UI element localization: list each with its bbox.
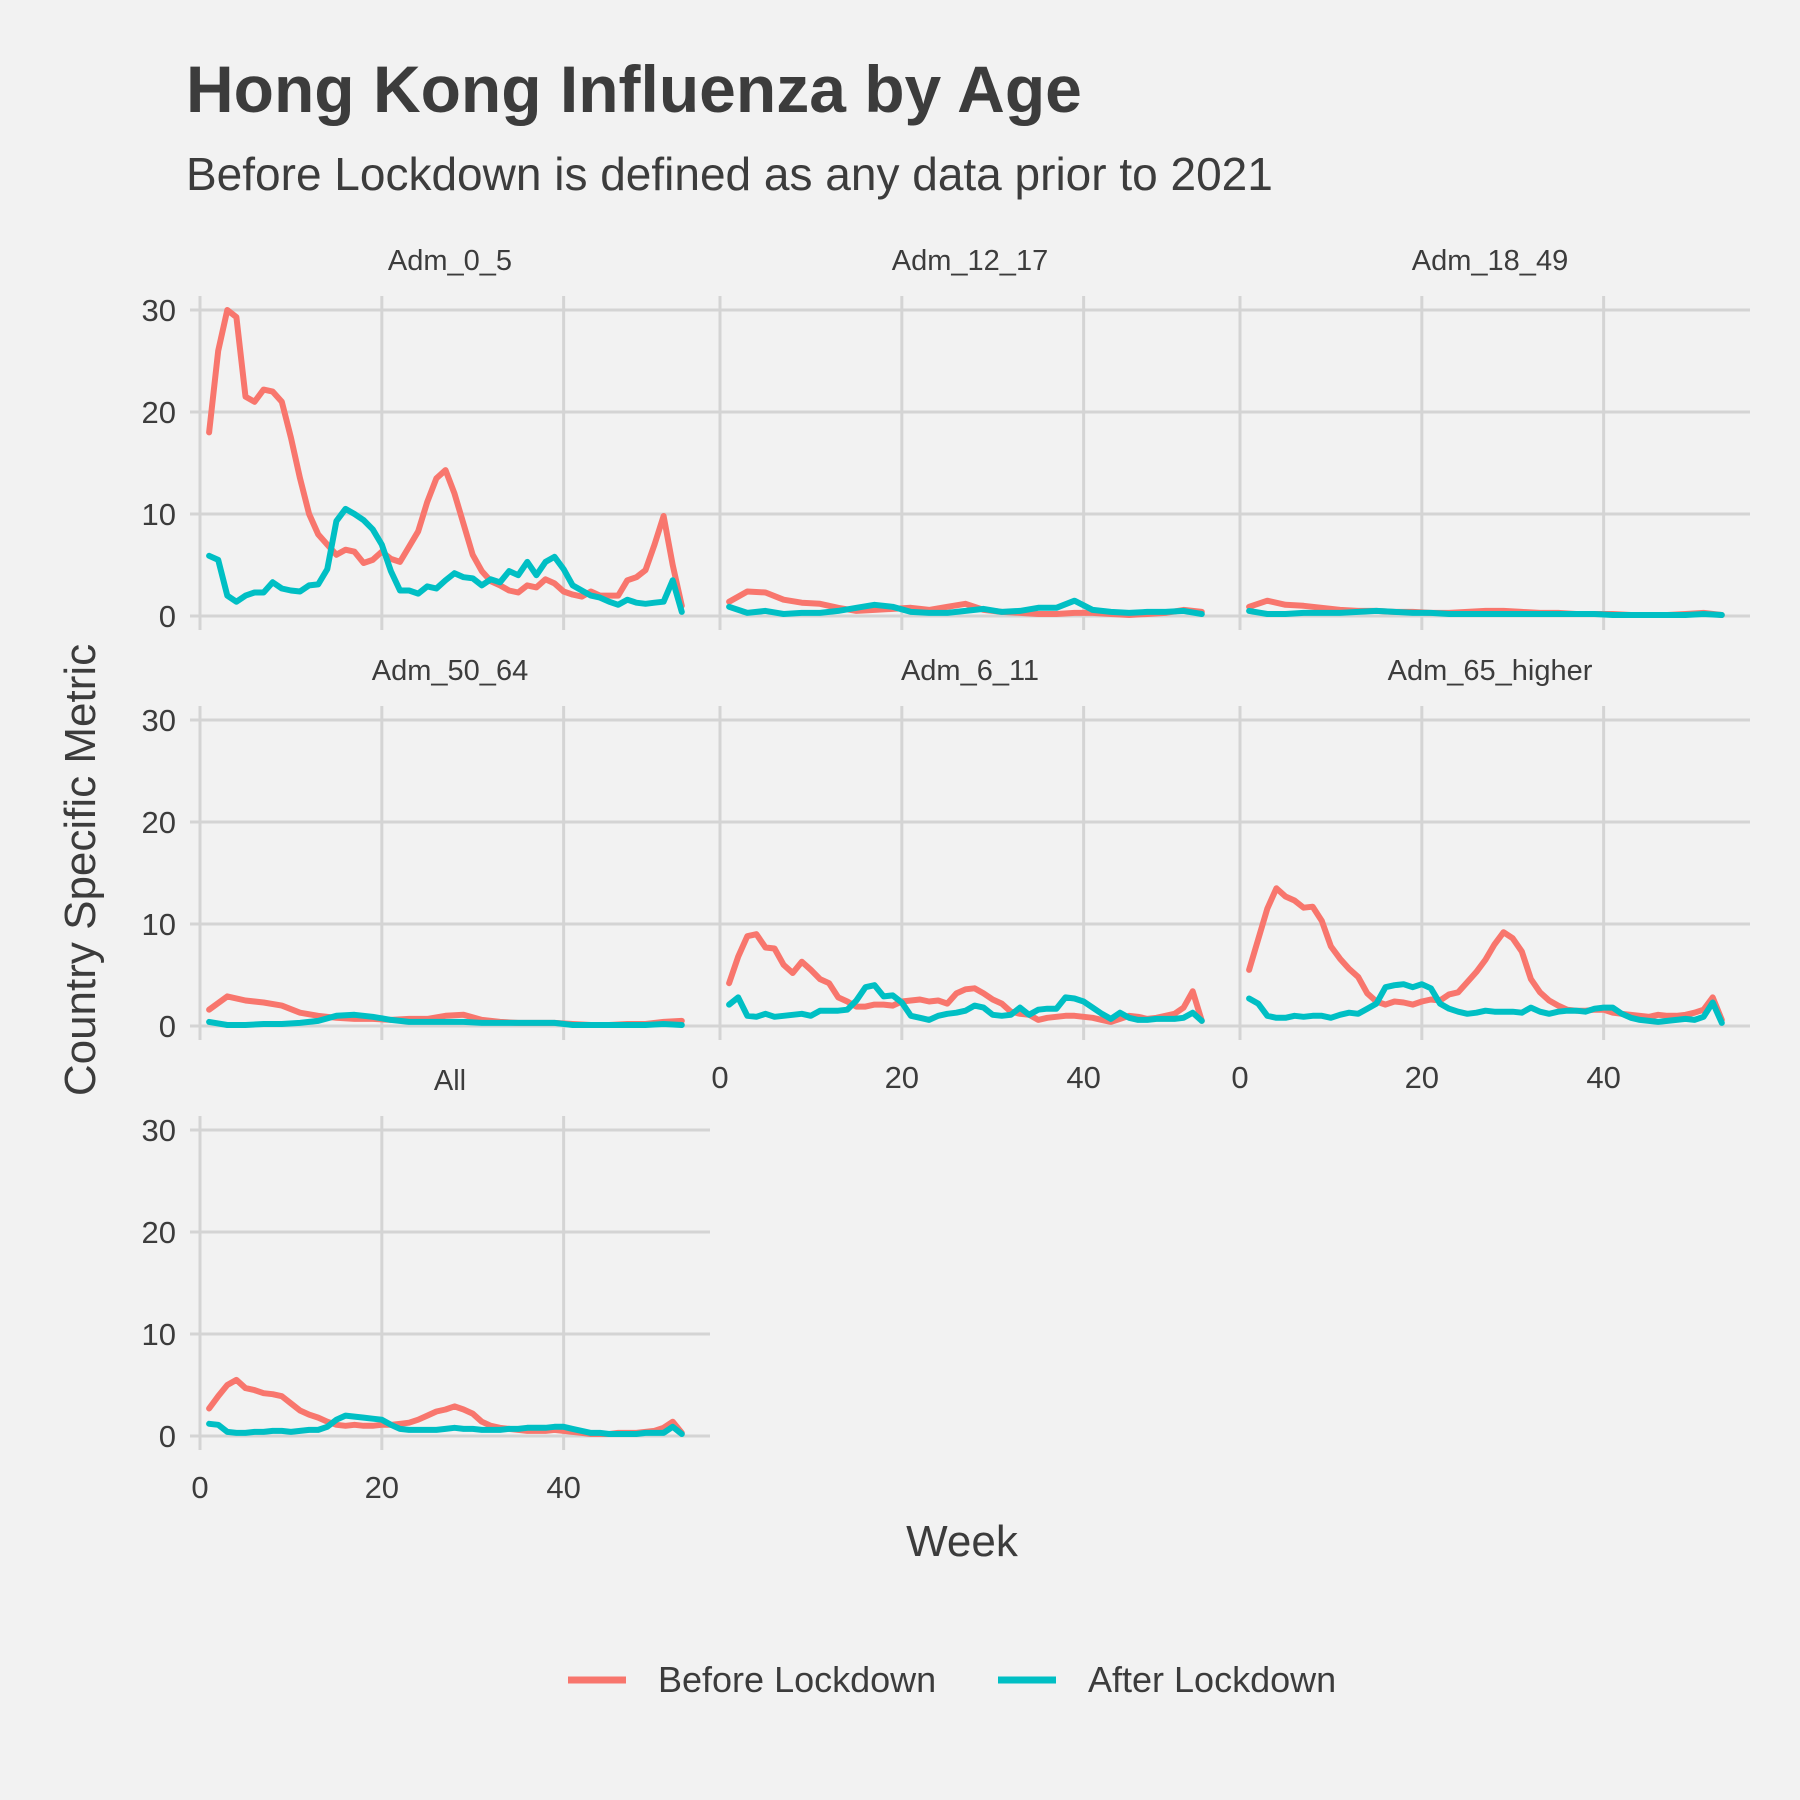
panel-strip-label: Adm_18_49 — [1412, 245, 1568, 277]
legend-item-after-lockdown: After Lockdown — [998, 1659, 1336, 1700]
y-tick-label: 30 — [142, 1113, 176, 1148]
panel-strip-label: Adm_6_11 — [901, 655, 1039, 687]
y-tick-label: 10 — [142, 1317, 176, 1352]
x-tick-label: 20 — [885, 1060, 919, 1095]
legend-label: After Lockdown — [1088, 1659, 1336, 1700]
x-tick-label: 0 — [711, 1060, 728, 1095]
series-after-lockdown — [1246, 981, 1725, 1026]
panel-strip-label: Adm_50_64 — [372, 655, 528, 687]
legend-item-before-lockdown: Before Lockdown — [568, 1659, 936, 1700]
x-tick-label: 0 — [1231, 1060, 1248, 1095]
y-tick-label: 20 — [142, 805, 176, 840]
x-tick-label: 20 — [365, 1470, 399, 1505]
series-after-lockdown — [726, 982, 1205, 1024]
y-tick-label: 0 — [159, 1009, 176, 1044]
x-axis-title: Week — [906, 1517, 1019, 1566]
series-after-lockdown — [206, 1011, 685, 1028]
panel-all: All 0 10 20 30 0 20 40 — [142, 1065, 710, 1505]
series-after-lockdown — [206, 1412, 685, 1437]
y-tick-label: 20 — [142, 1215, 176, 1250]
y-tick-label: 10 — [142, 497, 176, 532]
panel-adm-65-higher: Adm_65_higher 0 20 40 — [1230, 655, 1750, 1095]
x-tick-label: 0 — [191, 1470, 208, 1505]
panel-strip-label: Adm_0_5 — [388, 245, 512, 277]
x-tick-label: 40 — [546, 1470, 580, 1505]
panel-strip-label: Adm_65_higher — [1388, 655, 1593, 687]
x-tick-label: 40 — [1066, 1060, 1100, 1095]
series-after-lockdown — [726, 597, 1205, 617]
y-tick-label: 20 — [142, 395, 176, 430]
y-tick-label: 0 — [159, 1419, 176, 1454]
panel-adm-6-11: Adm_6_11 0 20 40 — [710, 655, 1230, 1095]
panel-adm-0-5: Adm_0_5 0 10 20 30 — [142, 245, 710, 634]
y-tick-label: 10 — [142, 907, 176, 942]
x-tick-label: 40 — [1586, 1060, 1620, 1095]
chart-subtitle: Before Lockdown is defined as any data p… — [186, 148, 1273, 200]
panel-strip-label: Adm_12_17 — [892, 245, 1048, 277]
y-tick-label: 0 — [159, 599, 176, 634]
y-axis-title: Country Specific Metric — [56, 644, 105, 1096]
series-before-lockdown — [206, 307, 685, 609]
panel-strip-label: All — [434, 1065, 466, 1097]
chart-title: Hong Kong Influenza by Age — [186, 52, 1082, 126]
x-tick-label: 20 — [1405, 1060, 1439, 1095]
series-before-lockdown — [726, 931, 1205, 1025]
legend-label: Before Lockdown — [658, 1659, 936, 1700]
legend: Before Lockdown After Lockdown — [568, 1659, 1336, 1700]
panel-adm-18-49: Adm_18_49 — [1230, 245, 1750, 630]
series-after-lockdown — [206, 505, 685, 615]
panel-adm-50-64: Adm_50_64 0 10 20 30 — [142, 655, 710, 1044]
y-tick-label: 30 — [142, 703, 176, 738]
facet-panels: Adm_0_5 0 10 20 30 Adm_12_17 Adm_18_49 Adm_50_6… — [142, 245, 1750, 1505]
y-tick-label: 30 — [142, 293, 176, 328]
series-before-lockdown — [1246, 885, 1725, 1023]
panel-adm-12-17: Adm_12_17 — [710, 245, 1230, 630]
series-after-lockdown — [1246, 607, 1725, 618]
